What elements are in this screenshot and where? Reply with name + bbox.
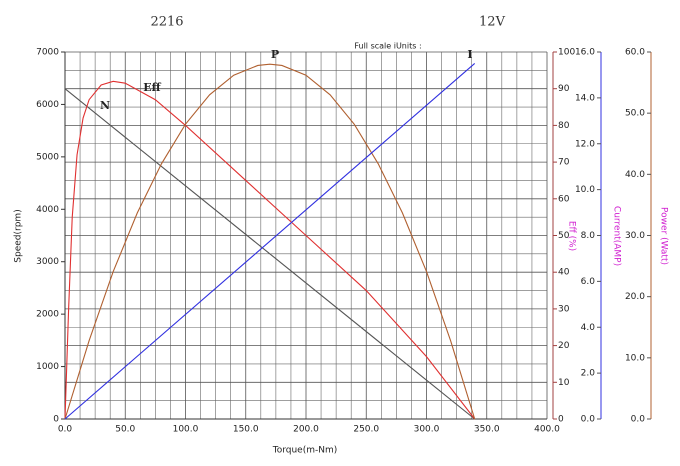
y4-tick-label: 20.0 — [625, 292, 645, 302]
y3-tick-label: 10.0 — [575, 185, 595, 195]
y2-tick-label: 30 — [558, 304, 570, 314]
y3-tick-label: 4.0 — [581, 323, 596, 333]
x-tick-label: 250.0 — [353, 425, 379, 435]
y-tick-label: 0 — [53, 415, 59, 425]
y-tick-label: 6000 — [36, 100, 59, 110]
y2-tick-label: 40 — [558, 268, 570, 278]
x-tick-label: 200.0 — [293, 425, 319, 435]
y3-tick-label: 0.0 — [581, 415, 596, 425]
x-tick-label: 300.0 — [414, 425, 440, 435]
series-line — [64, 63, 476, 420]
y3-tick-label: 2.0 — [581, 369, 596, 379]
y2-tick-label: 100 — [558, 48, 575, 58]
chart-title: 2216 — [150, 15, 183, 30]
chart-subtitle: 12V — [479, 15, 506, 30]
x-axis-label: Torque(m-Nm) — [272, 446, 338, 456]
y3-tick-label: 6.0 — [581, 277, 596, 287]
y3-tick-label: 12.0 — [575, 139, 595, 149]
y4-tick-label: 10.0 — [625, 353, 645, 363]
y-tick-label: 7000 — [36, 48, 59, 58]
series-label: P — [271, 48, 279, 61]
y-tick-label: 4000 — [36, 205, 59, 215]
y2-axis-label: Eff (%) — [567, 221, 577, 251]
x-tick-label: 100.0 — [173, 425, 199, 435]
y-axis-label: Speed(rpm) — [14, 209, 24, 262]
series-line — [64, 88, 476, 420]
y4-tick-label: 50.0 — [625, 109, 645, 119]
y4-tick-label: 40.0 — [625, 170, 645, 180]
y4-axis-label: Power (Watt) — [659, 207, 669, 265]
y2-tick-label: 70 — [558, 158, 570, 168]
annotation: Full scale iUnits : — [354, 42, 421, 51]
series-label: N — [100, 99, 110, 112]
y2-tick-label: 10 — [558, 378, 570, 388]
y3-tick-label: 14.0 — [575, 93, 595, 103]
y-tick-label: 3000 — [36, 257, 59, 267]
y2-tick-label: 60 — [558, 194, 570, 204]
x-tick-label: 50.0 — [115, 425, 135, 435]
y2-tick-label: 50 — [558, 231, 570, 241]
y-tick-label: 1000 — [36, 362, 59, 372]
series-line — [64, 63, 476, 420]
series-line — [64, 80, 476, 420]
y-tick-label: 2000 — [36, 310, 59, 320]
x-tick-label: 0.0 — [58, 425, 73, 435]
y4-tick-label: 0.0 — [631, 415, 646, 425]
y4-tick-label: 30.0 — [625, 231, 645, 241]
y3-axis-label: Current(AMP) — [612, 206, 622, 266]
series-label: I — [467, 48, 472, 61]
y2-tick-label: 80 — [558, 121, 570, 131]
y2-tick-label: 90 — [558, 84, 570, 94]
y3-tick-label: 16.0 — [575, 48, 595, 58]
x-tick-label: 350.0 — [474, 425, 500, 435]
y-tick-label: 5000 — [36, 152, 59, 162]
y2-tick-label: 0 — [558, 415, 564, 425]
series-label: Eff — [143, 81, 161, 94]
y2-tick-label: 20 — [558, 341, 570, 351]
y4-tick-label: 60.0 — [625, 48, 645, 58]
x-tick-label: 400.0 — [534, 425, 560, 435]
x-tick-label: 150.0 — [233, 425, 259, 435]
y3-tick-label: 8.0 — [581, 231, 596, 241]
